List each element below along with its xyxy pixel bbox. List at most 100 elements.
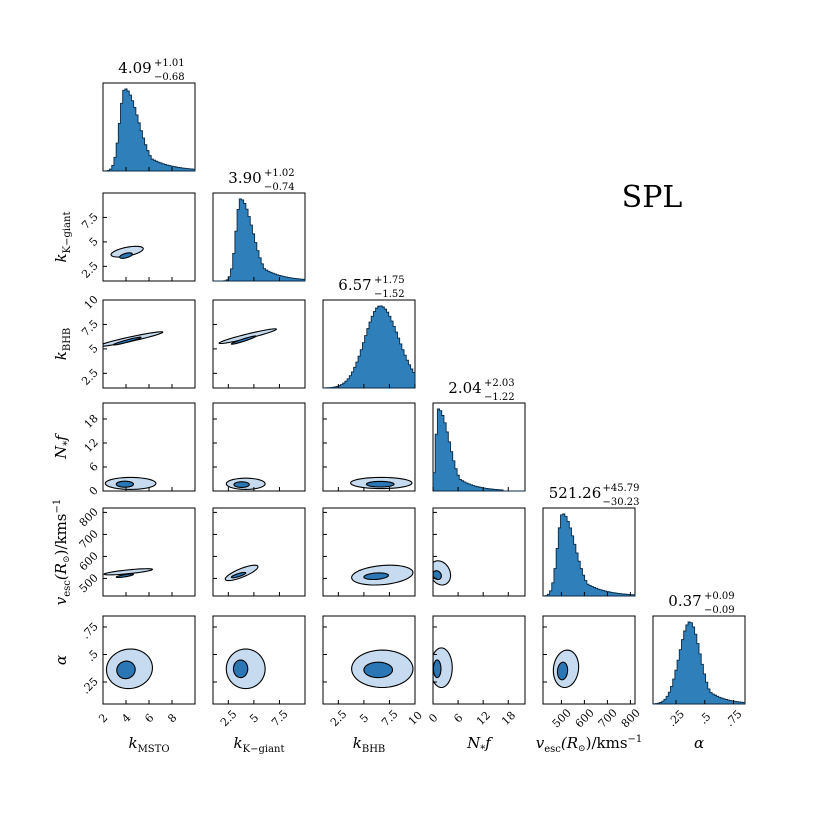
ytick-label-alpha: .5: [84, 647, 101, 664]
xtick-label-kkgiant: 7.5: [269, 708, 291, 730]
contour-inner-kmsto-kbhb: [112, 336, 142, 346]
xtick-label-vesc: 700: [596, 706, 620, 730]
ytick-label-kkgiant: 5: [87, 235, 101, 249]
figure-label: SPL: [622, 180, 683, 215]
ytick-label-kbhb: 2.5: [79, 366, 101, 388]
y-axis-text-alpha: α: [52, 655, 70, 665]
contour-inner-kbhb-vesc: [363, 572, 389, 581]
ytick-label-alpha: .25: [79, 675, 101, 697]
y-axis-label-alpha: α: [52, 655, 70, 665]
xtick-label-kmsto: 4: [119, 711, 133, 725]
xtick-label-kbhb: 2.5: [328, 708, 350, 730]
contour-panel-kbhb-vesc: [351, 564, 414, 586]
minus-label-nf: −1.22: [484, 392, 515, 403]
y-axis-text-kkgiant: kK−giant: [52, 212, 73, 263]
xtick-label-vesc: 800: [619, 706, 643, 730]
x-axis-text-vesc: vesc(R⊙)/kms−1: [536, 734, 643, 755]
xtick-label-nf: 6: [451, 711, 465, 725]
contour-inner-kbhb-nf: [365, 480, 395, 488]
contour-panel-kbhb-nf: [350, 476, 413, 490]
contour-inner-kkgiant-alpha: [232, 659, 249, 679]
xtick-label-vesc: 500: [550, 706, 574, 730]
contour-inner-nf-alpha: [433, 659, 442, 679]
minus-label-kbhb: −1.52: [374, 289, 405, 300]
x-axis-label-kmsto: kMSTO: [128, 734, 169, 755]
xtick-label-alpha: .25: [666, 708, 688, 730]
contour-inner-vesc-alpha: [556, 661, 569, 681]
contour-panel-kmsto-vesc: [103, 568, 154, 579]
x-axis-text-kmsto: kMSTO: [128, 734, 169, 755]
xtick-label-alpha: .75: [723, 708, 745, 730]
contour-panel-nf-alpha: [433, 647, 453, 689]
ytick-label-vesc: 600: [77, 549, 101, 573]
contour-outer-kmsto-vesc: [103, 568, 154, 576]
ytick-label-nf: 0: [87, 484, 101, 498]
hist-panel-kbhb: 6.57 +1.75 −1.52: [322, 275, 416, 389]
hist-panel-kkgiant: 3.90 +1.02 −0.74: [212, 168, 306, 282]
panel-frame-kkgiant-nf: [212, 402, 306, 492]
contour-panel-kmsto-alpha: [105, 648, 154, 690]
x-axis-text-alpha: α: [694, 734, 704, 752]
contour-inner-kmsto-alpha: [116, 660, 136, 680]
x-axis-label-kbhb: kBHB: [353, 734, 386, 755]
y-axis-label-vesc: vesc(R⊙)/kms−1: [52, 499, 73, 606]
ytick-label-vesc: 700: [77, 527, 101, 551]
hist-panel-kmsto: 4.09 +1.01 −0.68: [102, 58, 196, 172]
y-axis-label-kbhb: kBHB: [52, 328, 73, 361]
median-label-kkgiant: 3.90: [228, 169, 261, 187]
ytick-label-nf: 12: [82, 436, 101, 455]
contour-inner-kkgiant-vesc: [230, 571, 247, 579]
histogram-kmsto: [102, 88, 196, 172]
xtick-label-vesc: 600: [573, 706, 597, 730]
xtick-label-kmsto: 2: [96, 711, 110, 725]
panel-frame-kkgiant-vesc: [212, 507, 306, 597]
histogram-kkgiant: [213, 198, 306, 282]
ytick-label-kkgiant: 7.5: [79, 210, 101, 232]
histogram-nf: [432, 408, 525, 492]
contour-inner-kkgiant-kbhb: [230, 335, 257, 345]
x-axis-label-alpha: α: [694, 734, 704, 752]
minus-label-kkgiant: −0.74: [264, 182, 295, 193]
panel-frame-vesc-alpha: [542, 615, 636, 705]
xtick-label-nf: 12: [474, 709, 493, 728]
panel-frame-kbhb-vesc: [322, 507, 416, 597]
x-axis-text-kbhb: kBHB: [353, 734, 386, 755]
contour-inner-kmsto-vesc: [115, 573, 135, 579]
xtick-label-alpha: .5: [697, 710, 714, 727]
minus-label-alpha: −0.09: [704, 605, 735, 616]
ytick-label-kbhb: 5: [87, 342, 101, 356]
y-axis-label-kkgiant: kK−giant: [52, 212, 73, 263]
ytick-label-vesc: 500: [77, 571, 101, 595]
ytick-label-nf: 18: [82, 412, 101, 431]
hist-panel-nf: 2.04 +2.03 −1.22: [432, 378, 526, 492]
contour-inner-nf-vesc: [433, 570, 442, 581]
hist-panel-alpha: 0.37 +0.09 −0.09: [652, 591, 746, 705]
panel-frame-kkgiant-kbhb: [212, 299, 306, 389]
panel-frame-kmsto-kkgiant: [102, 192, 196, 282]
xtick-label-kbhb: 5: [357, 711, 371, 725]
ytick-label-kbhb: 10: [82, 293, 101, 312]
xtick-label-kkgiant: 2.5: [218, 708, 240, 730]
xtick-label-kmsto: 8: [165, 711, 179, 725]
y-axis-label-nf: N*f: [52, 433, 73, 460]
contour-panel-kkgiant-vesc: [224, 564, 259, 582]
minus-label-kmsto: −0.68: [154, 72, 185, 83]
contour-inner-kmsto-nf: [115, 480, 135, 488]
xtick-label-nf: 18: [499, 709, 518, 728]
panel-frame-nf-vesc: [432, 507, 526, 597]
panel-frame-kbhb-alpha: [322, 615, 416, 705]
contour-panel-nf-vesc: [433, 560, 452, 586]
histogram-vesc: [542, 513, 636, 597]
contour-inner-kbhb-alpha: [363, 661, 394, 679]
panel-frame-nf-alpha: [432, 615, 526, 705]
histogram-kbhb: [322, 305, 416, 389]
median-label-kbhb: 6.57: [338, 276, 371, 294]
panel-frame-kbhb-nf: [322, 402, 416, 492]
xtick-label-kbhb: 7.5: [379, 708, 401, 730]
contour-panel-kmsto-nf: [104, 476, 157, 490]
ytick-label-nf: 6: [87, 460, 101, 474]
median-label-vesc: 521.26: [549, 484, 602, 502]
xtick-label-kmsto: 6: [142, 711, 156, 725]
